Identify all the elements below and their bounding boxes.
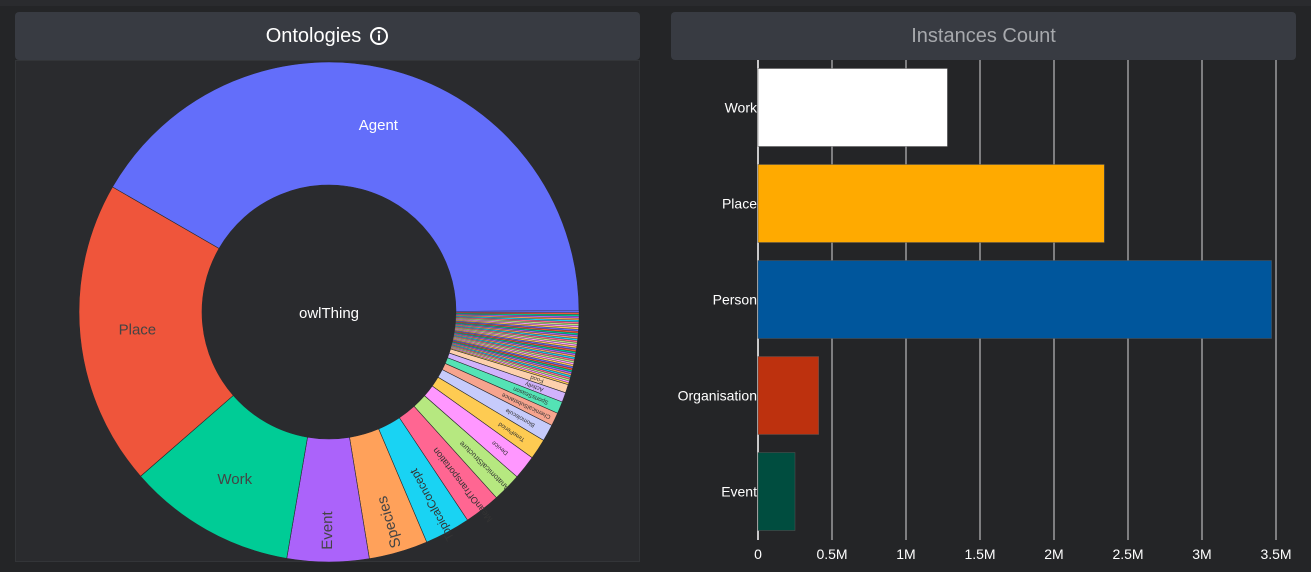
ontologies-header: Ontologies xyxy=(15,12,640,60)
x-tick-label: 1M xyxy=(896,546,915,562)
sunburst-segment-place[interactable] xyxy=(78,186,234,477)
bar-work[interactable] xyxy=(757,68,948,147)
bar-chart[interactable]: Work Place Person Organisation Event 0 0.5M 1M… xyxy=(660,60,1311,572)
top-strip xyxy=(0,0,1311,6)
y-tick-label: Organisation xyxy=(678,388,757,404)
x-tick-label: 3M xyxy=(1192,546,1211,562)
info-icon[interactable] xyxy=(369,26,389,46)
sunburst-label-work: Work xyxy=(217,471,252,488)
sunburst-chart[interactable]: AgentFoodActivitySportsSeasonChemicalSub… xyxy=(16,61,641,563)
x-tick-label: 1.5M xyxy=(964,546,995,562)
sunburst-label-place: Place xyxy=(119,322,157,339)
sunburst-panel: Agent Food Activity SportsSeason ChemicalSub… xyxy=(15,60,641,563)
y-tick-label: Person xyxy=(713,292,757,308)
x-tick-label: 0 xyxy=(754,546,762,562)
x-tick-label: 2.5M xyxy=(1112,546,1143,562)
y-tick-label: Work xyxy=(725,100,758,116)
instances-title: Instances Count xyxy=(911,24,1056,47)
sunburst-label-food: Food xyxy=(530,374,545,384)
bar-person[interactable] xyxy=(757,260,1272,339)
x-tick-label: 2M xyxy=(1044,546,1063,562)
bar-event[interactable] xyxy=(757,452,796,531)
center-label[interactable]: owlThing xyxy=(299,305,359,322)
ontologies-title: Ontologies xyxy=(265,24,362,47)
sunburst-label-agent: Agent xyxy=(359,117,399,134)
x-tick-label: 0.5M xyxy=(816,546,847,562)
y-tick-label: Event xyxy=(721,484,757,500)
bar-organisation[interactable] xyxy=(757,356,819,435)
x-tick-label: 3.5M xyxy=(1260,546,1291,562)
sunburst-segment-agent[interactable] xyxy=(112,61,580,312)
y-tick-label: Place xyxy=(722,196,757,212)
bar-place[interactable] xyxy=(757,164,1105,243)
sunburst-label-event: Event xyxy=(319,510,336,549)
instances-header: Instances Count xyxy=(671,12,1296,60)
